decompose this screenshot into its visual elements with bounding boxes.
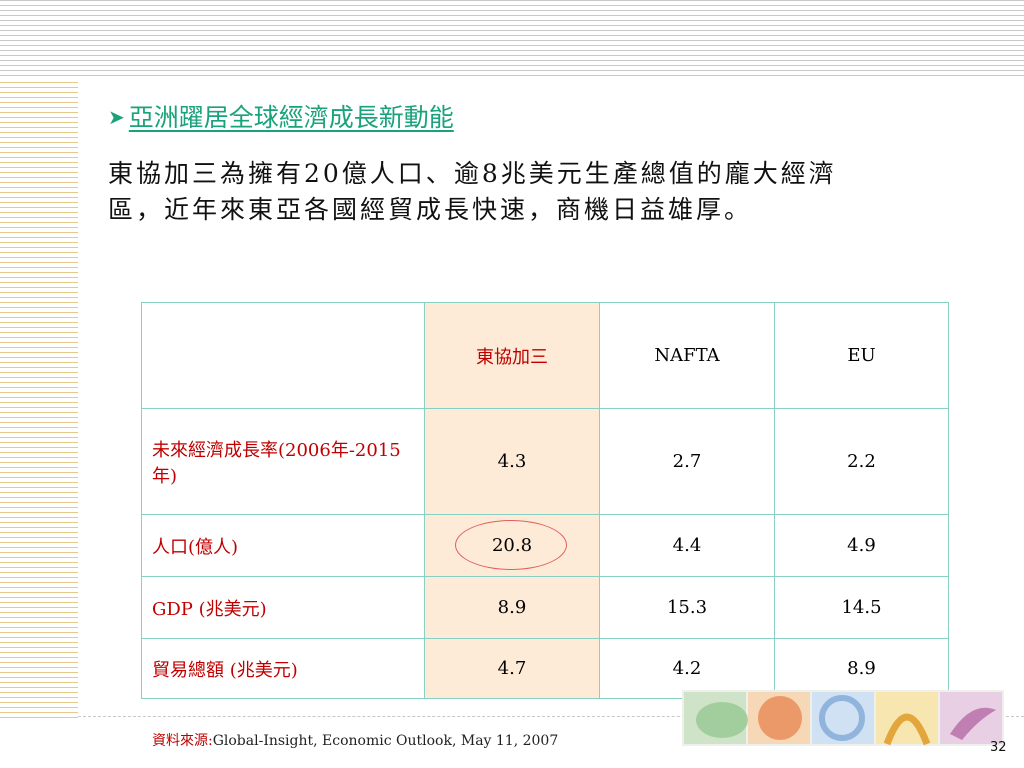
table-cell: 8.9 [424, 576, 600, 639]
table-row: 貿易總額 (兆美元) 4.7 4.2 8.9 [141, 638, 949, 699]
table-cell: 2.2 [774, 408, 949, 515]
source-text: Global-Insight, Economic Outlook, May 11… [212, 733, 559, 749]
table-header-empty [141, 302, 425, 409]
source-note: 資料來源:Global-Insight, Economic Outlook, M… [152, 730, 558, 750]
table-cell: 4.2 [599, 638, 775, 699]
slide-heading-text: 亞洲躍居全球經濟成長新動能 [128, 103, 454, 132]
table-cell: 2.7 [599, 408, 775, 515]
table-header-asean-plus-three: 東協加三 [424, 302, 600, 409]
table-cell: 4.9 [774, 514, 949, 577]
highlight-circle-annotation [455, 520, 567, 570]
row-label-trade-total: 貿易總額 (兆美元) [141, 638, 425, 699]
table-cell: 14.5 [774, 576, 949, 639]
table-header-nafta: NAFTA [599, 302, 775, 409]
table-row: 未來經濟成長率(2006年-2015年) 4.3 2.7 2.2 [141, 408, 949, 515]
body-paragraph: 東協加三為擁有20億人口、逾8兆美元生產總值的龐大經濟區，近年來東亞各國經貿成長… [108, 159, 837, 224]
comparison-table: 東協加三 NAFTA EU 未來經濟成長率(2006年-2015年) 4.3 2… [141, 302, 949, 699]
table-header-row: 東協加三 NAFTA EU [141, 302, 949, 409]
top-stripe-decoration [0, 0, 1024, 78]
decorative-image-strip [682, 690, 1004, 746]
row-label-gdp: GDP (兆美元) [141, 576, 425, 639]
left-stripe-decoration [0, 82, 78, 720]
table-cell: 4.3 [424, 408, 600, 515]
table-cell: 4.7 [424, 638, 600, 699]
table-cell: 15.3 [599, 576, 775, 639]
table-header-eu: EU [774, 302, 949, 409]
row-label-population: 人口(億人) [141, 514, 425, 577]
bullet-arrow-icon: ➤ [108, 105, 125, 129]
table-cell: 8.9 [774, 638, 949, 699]
footer-divider [78, 716, 1024, 717]
page-number: 32 [990, 740, 1007, 755]
table-cell: 4.4 [599, 514, 775, 577]
row-label-growth-rate: 未來經濟成長率(2006年-2015年) [141, 408, 425, 515]
source-prefix: 資料來源: [152, 733, 213, 749]
slide-heading: ➤ 亞洲躍居全球經濟成長新動能 [108, 98, 708, 134]
table-row: GDP (兆美元) 8.9 15.3 14.5 [141, 576, 949, 639]
